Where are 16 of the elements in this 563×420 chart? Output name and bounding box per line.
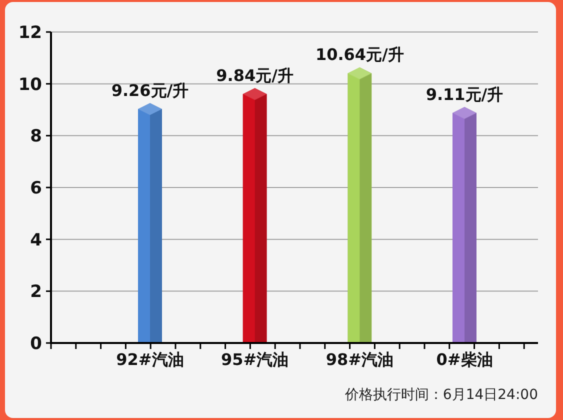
annotations: 价格执行时间：6月14日24:00 [344, 387, 538, 403]
value-label: 9.84元/升 [216, 66, 294, 85]
y-tick-label: 6 [30, 178, 42, 198]
y-tick-label: 2 [30, 282, 42, 302]
x-tick-label: 95#汽油 [220, 350, 289, 369]
value-label: 10.64元/升 [315, 45, 404, 64]
y-tick-label: 0 [30, 334, 42, 354]
y-tick-label: 10 [18, 74, 42, 95]
x-tick-label: 98#汽油 [326, 350, 394, 369]
x-tick-label: 0#柴油 [436, 350, 493, 369]
value-label: 9.11元/升 [426, 84, 504, 104]
y-tick-label: 12 [18, 23, 42, 43]
y-tick-label: 8 [30, 126, 42, 147]
y-tick-label: 4 [30, 230, 42, 250]
x-tick-label: 92#汽油 [116, 350, 184, 369]
value-label: 9.26元/升 [111, 81, 189, 100]
